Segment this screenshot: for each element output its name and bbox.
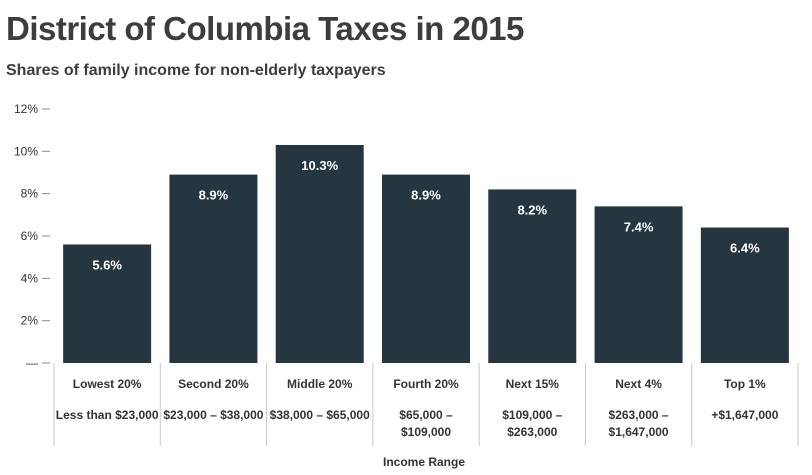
x-range-label: $23,000 – $38,000 <box>163 408 263 422</box>
y-tick-label: 2% <box>21 314 39 328</box>
x-range-label: Less than $23,000 <box>56 408 159 422</box>
x-range-label: $1,647,000 <box>609 425 669 439</box>
bar <box>594 206 683 363</box>
x-range-label: $65,000 – <box>399 408 453 422</box>
y-axis-ticks: — 2% 4% 6% 8% 10% 12% <box>14 102 50 370</box>
x-category-label: Lowest 20% <box>73 377 142 391</box>
x-category-label: Next 15% <box>506 377 560 391</box>
bar <box>382 174 470 363</box>
x-category-label: Second 20% <box>178 377 249 391</box>
x-range-label: $109,000 – <box>502 408 562 422</box>
x-category-label: Middle 20% <box>287 377 353 391</box>
bar <box>275 144 364 363</box>
y-tick-label: 8% <box>21 187 39 201</box>
y-tick-label: 4% <box>21 271 39 285</box>
bar <box>700 227 789 363</box>
bar-value-label: 8.9% <box>199 188 229 203</box>
x-category-label: Next 4% <box>615 377 662 391</box>
x-range-label: $263,000 <box>507 425 557 439</box>
category-separators <box>53 363 799 446</box>
x-range-label: $263,000 – <box>609 408 669 422</box>
x-axis-labels: Lowest 20% Less than $23,000 Second 20% $23… <box>56 377 779 439</box>
bar-value-label: 7.4% <box>624 219 654 234</box>
bar-value-label: 5.6% <box>92 257 122 272</box>
bar-value-label: 10.3% <box>301 158 338 173</box>
bar-value-label: 8.9% <box>411 188 441 203</box>
bar-value-label: 6.4% <box>730 241 760 256</box>
bar <box>169 174 258 363</box>
bars: 5.6% 8.9% 10.3% 8.9% 8.2% 7.4% 6.4% <box>63 144 789 363</box>
x-range-label: $38,000 – $65,000 <box>270 408 370 422</box>
x-category-label: Top 1% <box>724 377 766 391</box>
y-tick-label: 12% <box>14 102 38 116</box>
y-tick-label: 6% <box>21 229 39 243</box>
x-axis-title: Income Range <box>383 455 465 469</box>
x-range-label: $109,000 <box>401 425 451 439</box>
bar <box>488 189 577 363</box>
chart-subtitle: Shares of family income for non-elderly … <box>6 62 386 79</box>
chart-title: District of Columbia Taxes in 2015 <box>6 10 524 47</box>
y-tick-label: 10% <box>14 144 38 158</box>
bar-value-label: 8.2% <box>517 202 547 217</box>
y-tick-label: — <box>26 356 38 370</box>
bar <box>63 244 152 363</box>
x-category-label: Fourth 20% <box>393 377 459 391</box>
x-range-label: +$1,647,000 <box>711 408 778 422</box>
